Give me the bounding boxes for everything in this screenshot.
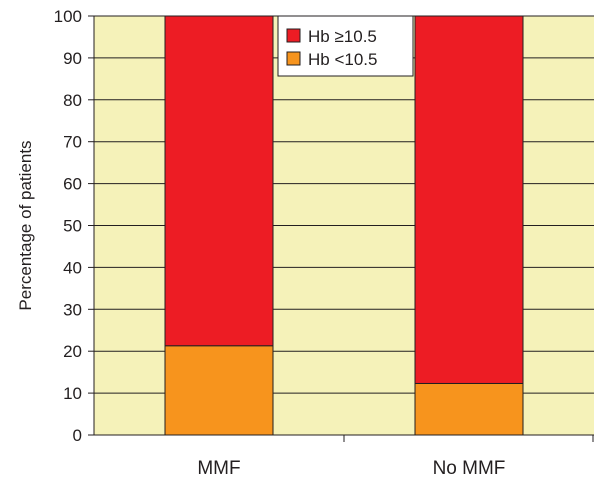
legend-swatch-1 [286, 51, 301, 66]
y-tick-label-30: 30 [63, 300, 82, 319]
y-axis-title: Percentage of patients [16, 140, 35, 310]
legend: Hb ≥10.5 Hb <10.5 [277, 15, 414, 77]
legend-label-0: Hb ≥10.5 [308, 27, 377, 46]
y-tick-label-20: 20 [63, 342, 82, 361]
bar-no-mmf-series-1 [414, 15, 524, 384]
y-tick-label-10: 10 [63, 384, 82, 403]
x-tick-label-no-mmf: No MMF [433, 458, 506, 479]
y-tick-labels: 0 10 20 30 40 50 60 70 80 90 100 [54, 7, 82, 445]
bars [164, 15, 524, 436]
y-tick-label-50: 50 [63, 217, 82, 236]
x-tick-label-mmf: MMF [197, 458, 240, 479]
y-tick-label-90: 90 [63, 49, 82, 68]
bar-no-mmf-series-0 [414, 382, 524, 436]
legend-swatch-0 [286, 28, 301, 43]
bar-mmf-series-1 [164, 15, 274, 347]
y-tick-label-100: 100 [54, 7, 82, 26]
bar-mmf-series-0 [164, 345, 274, 436]
y-tick-label-40: 40 [63, 258, 82, 277]
legend-label-1: Hb <10.5 [308, 50, 377, 69]
y-tick-label-70: 70 [63, 133, 82, 152]
legend-box [277, 15, 414, 77]
y-tick-label-80: 80 [63, 91, 82, 110]
x-tick-labels: MMF No MMF [197, 458, 505, 479]
y-tick-label-0: 0 [73, 426, 82, 445]
y-tick-label-60: 60 [63, 175, 82, 194]
axes [88, 15, 594, 442]
